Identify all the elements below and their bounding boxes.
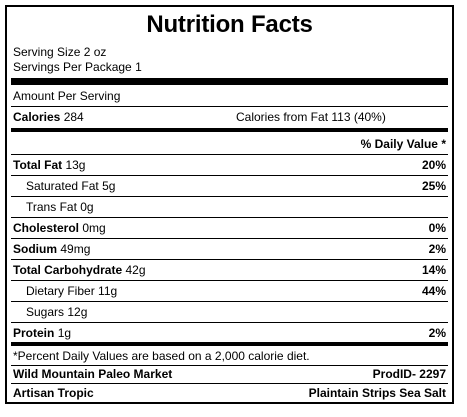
nutrient-amount: 13g [65, 158, 86, 172]
nutrition-facts-panel: Nutrition Facts Serving Size 2 oz Servin… [5, 5, 454, 404]
sub-brand: Artisan Tropic [13, 386, 94, 400]
thick-divider [11, 78, 448, 85]
calories-value: 284 [63, 110, 84, 124]
calories-row: Calories 284 [13, 111, 84, 123]
divider [11, 301, 448, 302]
divider [11, 217, 448, 218]
nutrient-row-total-carbohydrate: Total Carbohydrate 42g [13, 264, 146, 276]
nutrient-amount: 1g [57, 326, 72, 340]
serving-size: Serving Size 2 oz [13, 45, 107, 59]
nutrient-amount: 5g [102, 179, 116, 193]
nutrient-label: Cholesterol [13, 221, 80, 235]
nutrient-label: Sodium [13, 242, 57, 256]
divider [11, 196, 448, 197]
product-name: Plaintain Strips Sea Salt [308, 386, 446, 400]
nutrient-label: Dietary Fiber [26, 284, 95, 298]
nutrient-label: Saturated Fat [26, 179, 99, 193]
nutrient-row-trans-fat: Trans Fat 0g [26, 201, 94, 213]
nutrient-label: Trans Fat [26, 200, 77, 214]
divider [11, 259, 448, 260]
nutrient-row-sugars: Sugars 12g [26, 306, 87, 318]
nutrient-dv: 0% [428, 221, 446, 235]
medium-divider [11, 128, 448, 132]
nutrient-label: Total Carbohydrate [13, 263, 123, 277]
calories-label: Calories [13, 110, 61, 124]
nutrient-label: Total Fat [13, 158, 63, 172]
nutrient-row-sodium: Sodium 49mg [13, 243, 90, 255]
medium-divider [11, 342, 448, 346]
divider [11, 154, 448, 155]
divider [11, 238, 448, 239]
nutrient-amount: 0g [80, 200, 94, 214]
nutrient-label: Protein [13, 326, 55, 340]
nutrient-row-dietary-fiber: Dietary Fiber 11g [26, 285, 117, 297]
brand-name: Wild Mountain Paleo Market [13, 367, 173, 381]
divider [11, 322, 448, 323]
nutrient-amount: 11g [98, 284, 118, 298]
divider [11, 365, 448, 366]
nutrient-amount: 12g [67, 305, 88, 319]
calories-from-fat: Calories from Fat 113 (40%) [236, 110, 386, 124]
amount-per-serving: Amount Per Serving [13, 89, 121, 103]
nutrient-dv: 14% [421, 263, 446, 277]
divider [11, 280, 448, 281]
nutrient-label: Sugars [26, 305, 65, 319]
nutrient-dv: 25% [421, 179, 446, 193]
divider [11, 383, 448, 384]
nutrient-dv: 20% [421, 158, 446, 172]
nutrient-amount: 0mg [82, 221, 106, 235]
divider [11, 175, 448, 176]
nutrient-row-saturated-fat: Saturated Fat 5g [26, 180, 115, 192]
nutrient-row-protein: Protein 1g [13, 327, 71, 339]
servings-per-package: Servings Per Package 1 [13, 60, 142, 74]
nutrient-amount: 49mg [60, 242, 91, 256]
daily-value-header: % Daily Value * [360, 137, 446, 151]
nutrient-row-total-fat: Total Fat 13g [13, 159, 85, 171]
nutrient-dv: 44% [421, 284, 446, 298]
panel-title: Nutrition Facts [146, 11, 313, 38]
nutrient-row-cholesterol: Cholesterol 0mg [13, 222, 106, 234]
nutrient-dv: 2% [428, 242, 446, 256]
nutrient-amount: 42g [125, 263, 146, 277]
footnote: *Percent Daily Values are based on a 2,0… [13, 349, 310, 363]
divider [11, 106, 448, 107]
nutrient-dv: 2% [428, 326, 446, 340]
prod-id: ProdID- 2297 [372, 367, 446, 381]
